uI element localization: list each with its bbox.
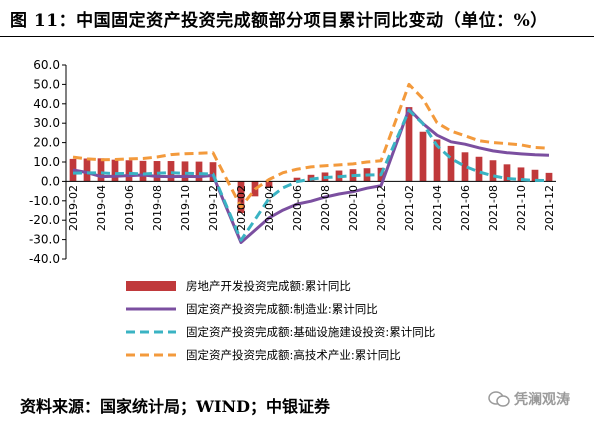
x-tick-label: 2021-06 <box>459 185 472 231</box>
bar <box>125 160 133 182</box>
bar <box>447 145 455 182</box>
series-line <box>72 108 550 242</box>
y-tick-label: -30.0 <box>29 233 60 247</box>
bar <box>293 177 301 182</box>
watermark-text: 凭澜观涛 <box>514 392 570 408</box>
legend-label: 固定资产投资完成额:基础设施建设投资:累计同比 <box>186 325 435 339</box>
x-tick-label: 2019-08 <box>151 185 164 231</box>
bar <box>545 172 553 182</box>
x-tick-label: 2020-02 <box>235 185 248 231</box>
y-tick-label: -20.0 <box>29 213 60 227</box>
y-tick-label: 0.0 <box>41 174 60 188</box>
x-tick-label: 2021-08 <box>487 185 500 231</box>
x-tick-label: 2020-12 <box>375 185 388 231</box>
legend-label: 固定资产投资完成额:制造业:累计同比 <box>186 302 378 316</box>
bar <box>489 160 497 182</box>
x-tick-label: 2019-04 <box>95 185 108 231</box>
y-tick-label: 30.0 <box>33 116 60 130</box>
bar <box>153 161 161 182</box>
bar <box>503 164 511 182</box>
bar-series <box>69 107 553 214</box>
bar <box>461 152 469 182</box>
bar <box>97 158 105 182</box>
bar <box>475 156 483 182</box>
x-tick-label: 2021-04 <box>431 185 444 231</box>
bar <box>517 167 525 182</box>
bar <box>111 159 119 182</box>
source-note: 资料来源：国家统计局；WIND；中银证券 <box>20 397 330 416</box>
bar <box>181 161 189 182</box>
legend-swatch <box>126 281 176 291</box>
bar <box>531 169 539 182</box>
series-line <box>72 82 550 209</box>
y-tick-label: 50.0 <box>33 77 60 91</box>
legend-label: 房地产开发投资完成额:累计同比 <box>186 279 351 293</box>
x-tick-label: 2019-02 <box>67 185 80 231</box>
x-tick-label: 2020-08 <box>319 185 332 231</box>
x-tick-label: 2019-10 <box>179 185 192 231</box>
bar <box>419 131 427 182</box>
x-tick-label: 2019-12 <box>207 185 220 231</box>
x-tick-label: 2021-12 <box>543 185 556 231</box>
y-axis-ticks: 60.0 50.0 40.0 30.0 20.0 10.0 0.0 -10.0 -20.0 -30… <box>29 58 66 266</box>
y-tick-label: -10.0 <box>29 194 60 208</box>
bar <box>405 107 413 182</box>
bar <box>433 139 441 182</box>
y-tick-label: 40.0 <box>33 97 60 111</box>
x-tick-label: 2020-10 <box>347 185 360 231</box>
x-tick-label: 2020-04 <box>263 185 276 231</box>
x-axis-ticks: 2019-02 2019-04 2019-06 2019-08 2019-10 2019-… <box>67 185 556 231</box>
x-tick-label: 2020-06 <box>291 185 304 231</box>
y-tick-label: 10.0 <box>33 155 60 169</box>
legend-label: 固定资产投资完成额:高技术产业:累计同比 <box>186 348 401 362</box>
title-divider <box>0 36 594 37</box>
watermark: 凭澜观涛 <box>488 389 570 409</box>
bar <box>209 162 217 182</box>
series-line <box>72 107 550 244</box>
y-tick-label: 20.0 <box>33 136 60 150</box>
bar <box>265 181 273 188</box>
bar <box>237 181 245 214</box>
y-tick-label: -40.0 <box>29 252 60 266</box>
chat-bubble-icon <box>488 391 510 407</box>
x-tick-label: 2021-10 <box>515 185 528 231</box>
line-series <box>72 82 550 244</box>
bar <box>195 161 203 182</box>
x-tick-label: 2021-02 <box>403 185 416 231</box>
y-tick-label: 60.0 <box>33 58 60 72</box>
chart-area: 60.0 50.0 40.0 30.0 20.0 10.0 0.0 -10.0 -20.0 -30… <box>29 58 556 362</box>
chart-title: 图 11：中国固定资产投资完成额部分项目累计同比变动（单位：%） <box>10 11 548 31</box>
x-tick-label: 2019-06 <box>123 185 136 231</box>
bar <box>139 160 147 182</box>
bar <box>83 158 91 182</box>
legend: 房地产开发投资完成额:累计同比固定资产投资完成额:制造业:累计同比固定资产投资完… <box>126 279 435 362</box>
